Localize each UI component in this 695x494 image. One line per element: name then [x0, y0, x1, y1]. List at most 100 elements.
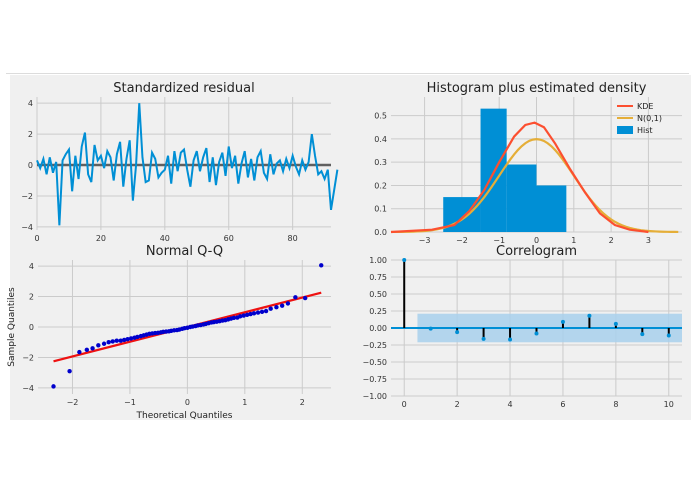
qq-point — [259, 309, 265, 314]
qq-point — [51, 384, 56, 389]
x-tick-label: 8 — [613, 400, 618, 409]
qq-point — [84, 347, 90, 353]
x-tick-label: 2 — [455, 400, 460, 409]
y-tick-label: 0 — [28, 161, 33, 170]
y-tick-label: 0.2 — [374, 181, 387, 190]
panel-standardized-residual: 0 20 40 60 80 −4 −2 0 2 4 Standardized residual — [21, 81, 339, 243]
qq-point — [279, 303, 285, 308]
y-tick-label: −2 — [22, 353, 34, 362]
x-tick-label: 2 — [609, 236, 614, 245]
y-tick-label: −0.25 — [362, 341, 387, 350]
y-tick-label: −0.50 — [362, 358, 387, 367]
acf-point — [455, 330, 460, 335]
x-tick-label: 4 — [507, 400, 512, 409]
x-tick-label: 80 — [288, 234, 298, 243]
qq-point — [67, 368, 72, 374]
x-tick-label: 0 — [185, 398, 190, 407]
legend-label: Hist — [637, 126, 653, 135]
x-tick-label: −1 — [124, 398, 136, 407]
qq-point — [244, 312, 250, 318]
qq-point — [251, 311, 257, 316]
x-tick-label: 6 — [560, 400, 565, 409]
qq-point — [106, 340, 111, 345]
y-tick-label: 0.4 — [374, 135, 387, 144]
legend-label: KDE — [637, 102, 653, 111]
qq-point — [241, 313, 246, 318]
y-tick-label: 4 — [28, 99, 33, 108]
y-tick-label: 0.00 — [369, 324, 387, 333]
x-tick-label: 10 — [664, 400, 674, 409]
legend: KDE N(0,1) Hist — [617, 102, 662, 135]
hist-bar — [506, 164, 537, 232]
panel-histogram-density: −3 −2 −1 0 1 2 3 0.0 0.1 0.2 0.3 0.4 0.5 Histogram pl… — [374, 81, 682, 245]
qq-point — [285, 301, 291, 306]
plot-area — [37, 97, 331, 230]
acf-point — [402, 258, 407, 262]
legend-label: N(0,1) — [637, 114, 662, 123]
y-tick-label: 4 — [29, 262, 34, 271]
y-tick-label: 0.25 — [369, 307, 387, 316]
qq-point — [96, 343, 101, 348]
x-tick-label: 0 — [402, 400, 407, 409]
acf-point — [428, 326, 433, 331]
qq-point — [274, 305, 279, 310]
x-axis-label: Theoretical Quantiles — [136, 411, 233, 421]
panel-normal-qq: −2 −1 0 1 2 −4 −2 0 2 4 Normal Q-Q Theoretical Quan… — [7, 244, 331, 421]
qq-point — [110, 339, 115, 344]
y-tick-label: 0.75 — [369, 273, 387, 282]
qq-point — [114, 338, 119, 343]
x-tick-label: 3 — [646, 236, 651, 245]
qq-point — [128, 336, 134, 341]
qq-point — [293, 295, 298, 300]
x-tick-label: 20 — [96, 234, 106, 243]
qq-point — [135, 334, 140, 340]
y-tick-label: 0 — [29, 323, 34, 332]
qq-point — [231, 315, 237, 321]
y-tick-label: 0.0 — [374, 228, 387, 237]
x-tick-label: 60 — [224, 234, 234, 243]
qq-point — [90, 346, 95, 351]
qq-point — [302, 295, 308, 301]
acf-point — [534, 331, 539, 336]
qq-point — [255, 310, 261, 315]
y-tick-label: 0.50 — [369, 290, 387, 299]
qq-point — [319, 263, 324, 268]
x-tick-label: 40 — [160, 234, 170, 243]
y-tick-label: 0.3 — [374, 158, 387, 167]
qq-point — [268, 306, 273, 311]
y-tick-label: −2 — [21, 192, 33, 201]
qq-point — [248, 311, 253, 317]
qq-point — [263, 308, 269, 314]
acf-point — [666, 333, 671, 338]
acf-point — [613, 321, 618, 326]
qq-point — [118, 338, 123, 343]
x-tick-label: −2 — [456, 236, 468, 245]
x-tick-label: 1 — [242, 398, 247, 407]
y-tick-label: −1.00 — [362, 392, 387, 401]
y-tick-label: −4 — [22, 384, 34, 393]
y-axis-label: Sample Quantiles — [7, 287, 17, 367]
chart-title: Standardized residual — [113, 81, 254, 96]
y-tick-label: 0.1 — [374, 205, 387, 214]
x-tick-label: 0 — [34, 234, 39, 243]
kde-line — [390, 121, 649, 234]
x-tick-label: 1 — [571, 236, 576, 245]
y-tick-label: 0.5 — [374, 112, 387, 121]
qq-point — [121, 337, 127, 343]
qq-point — [77, 349, 82, 355]
qq-point — [238, 314, 243, 319]
x-tick-label: 2 — [300, 398, 305, 407]
chart-title: Correlogram — [496, 244, 577, 259]
acf-point — [508, 337, 513, 342]
x-tick-label: −1 — [493, 236, 505, 245]
top-separator — [6, 73, 689, 74]
y-tick-label: 2 — [28, 130, 33, 139]
y-tick-label: −0.75 — [362, 375, 387, 384]
y-tick-label: 2 — [29, 293, 34, 302]
qq-point — [101, 341, 107, 346]
legend-swatch — [617, 126, 633, 134]
acf-point — [481, 336, 486, 341]
residual-series-line — [36, 103, 339, 226]
acf-point — [640, 332, 645, 337]
